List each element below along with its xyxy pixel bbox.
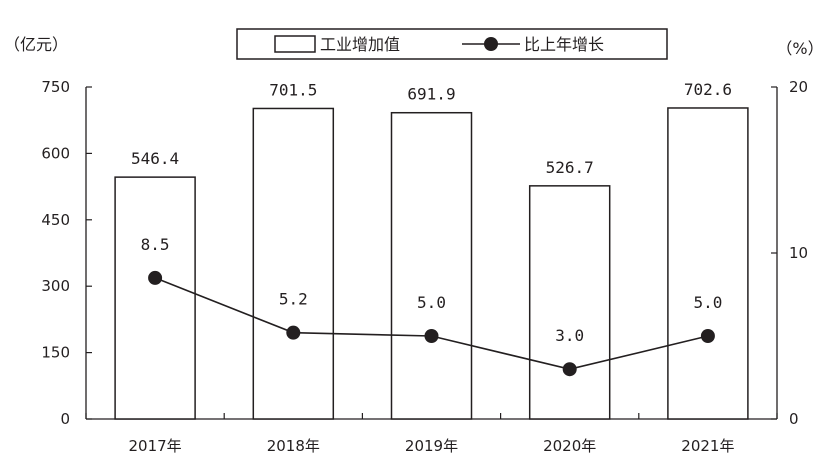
- growth-value-label: 5.0: [693, 293, 722, 312]
- bar-value-label: 702.6: [684, 80, 732, 99]
- growth-point: [424, 329, 439, 343]
- x-axis-category-label: 2019年: [405, 437, 458, 455]
- bar-value-label: 701.5: [269, 80, 317, 99]
- axes: 0 150 300 450 600 750 0 10 20 2017年 2018年 2019年 2020…: [41, 78, 808, 455]
- growth-value-label: 5.0: [417, 293, 446, 312]
- bar: [667, 107, 749, 420]
- left-axis-tick-label: 150: [41, 344, 70, 362]
- growth-point: [286, 325, 301, 340]
- bar: [390, 111, 473, 420]
- legend-line-marker: [484, 37, 498, 51]
- left-axis-unit: （亿元）: [4, 35, 68, 54]
- legend-bar-swatch: [274, 35, 316, 53]
- growth-point: [700, 329, 715, 343]
- left-axis-tick-label: 300: [41, 277, 70, 295]
- x-axis-category-label: 2018年: [267, 437, 320, 455]
- bar-value-label: 526.7: [546, 158, 594, 177]
- bar-series: 546.4 701.5 691.9 526.7 702.6: [114, 80, 749, 420]
- right-axis-tick-label: 20: [789, 78, 808, 96]
- x-axis-category-label: 2021年: [681, 437, 734, 455]
- left-axis-tick-label: 450: [41, 211, 70, 229]
- bar: [252, 107, 335, 420]
- left-axis-tick-label: 750: [41, 78, 70, 96]
- line-series: 8.5 5.2 5.0 3.0 5.0: [141, 235, 722, 377]
- growth-point: [562, 362, 577, 377]
- legend-bar-label: 工业增加值: [320, 35, 400, 54]
- growth-point: [148, 270, 163, 285]
- legend-line-label: 比上年增长: [524, 35, 604, 54]
- x-axis-category-label: 2017年: [129, 437, 182, 455]
- bar: [114, 176, 196, 420]
- growth-value-label: 3.0: [555, 326, 584, 345]
- right-axis-unit: （%）: [776, 39, 823, 58]
- bar-value-label: 691.9: [407, 85, 455, 104]
- x-axis-category-label: 2020年: [543, 437, 596, 455]
- growth-value-label: 8.5: [141, 235, 170, 254]
- right-axis-tick-label: 10: [789, 244, 808, 262]
- bar: [528, 185, 611, 420]
- bar-value-label: 546.4: [131, 149, 179, 168]
- right-axis-tick-label: 0: [789, 410, 799, 428]
- growth-value-label: 5.2: [279, 290, 308, 309]
- legend: 工业增加值 比上年增长: [236, 28, 668, 60]
- left-axis-tick-label: 0: [60, 410, 70, 428]
- left-axis-tick-label: 600: [41, 144, 70, 162]
